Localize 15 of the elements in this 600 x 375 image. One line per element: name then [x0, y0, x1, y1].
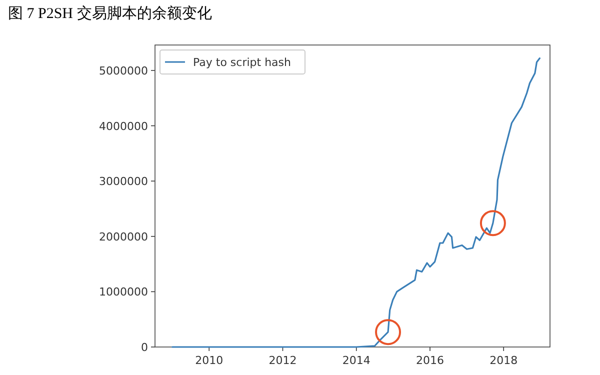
- legend-label: Pay to script hash: [193, 56, 292, 69]
- x-tick-label: 2010: [195, 354, 224, 367]
- x-tick-label: 2018: [490, 354, 518, 367]
- x-tick-label: 2012: [268, 354, 297, 367]
- y-tick-label: 5000000: [99, 64, 148, 78]
- y-tick-label: 0: [141, 341, 148, 354]
- y-tick-label: 2000000: [99, 230, 148, 244]
- legend: Pay to script hash: [160, 50, 306, 74]
- y-tick-label: 1000000: [99, 286, 148, 299]
- x-tick-label: 2014: [342, 354, 370, 367]
- y-tick-label: 3000000: [99, 175, 148, 188]
- y-tick-label: 4000000: [99, 120, 148, 133]
- x-tick-label: 2016: [416, 354, 444, 367]
- chart-title: 图 7 P2SH 交易脚本的余额变化: [8, 5, 212, 22]
- line-series: [172, 57, 540, 348]
